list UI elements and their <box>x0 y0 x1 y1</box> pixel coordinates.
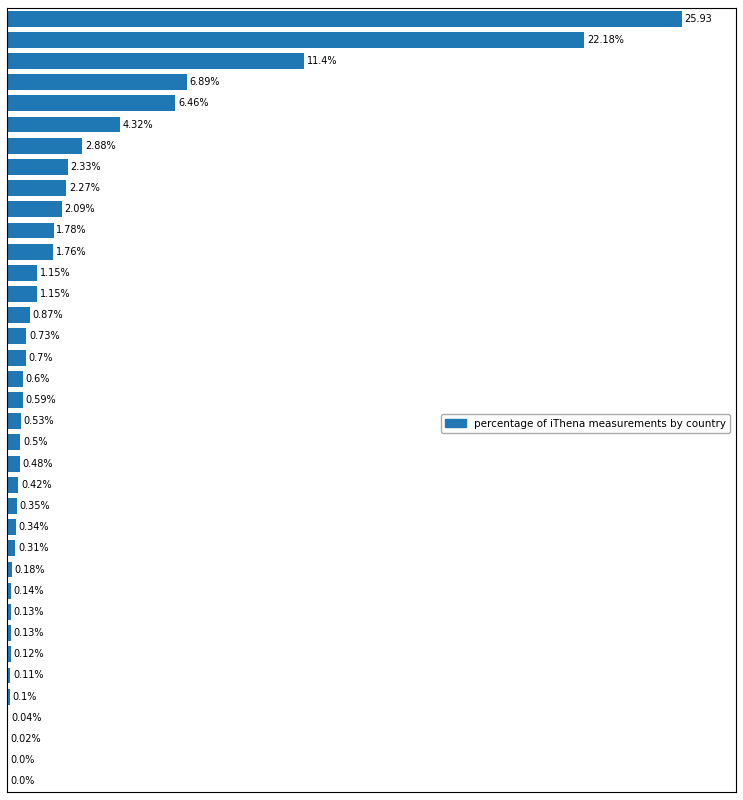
Text: 1.15%: 1.15% <box>40 289 71 299</box>
Bar <box>7 286 37 302</box>
Text: 2.27%: 2.27% <box>69 183 100 193</box>
Text: 0.11%: 0.11% <box>13 670 43 681</box>
Text: 0.12%: 0.12% <box>13 650 44 659</box>
Text: 0.1%: 0.1% <box>13 692 37 702</box>
Text: 2.09%: 2.09% <box>65 204 95 214</box>
Bar <box>7 582 11 598</box>
Text: 1.76%: 1.76% <box>56 246 86 257</box>
Bar <box>7 625 11 641</box>
Text: 0.53%: 0.53% <box>24 416 54 426</box>
Bar <box>7 540 16 556</box>
Bar <box>7 498 16 514</box>
Text: 0.34%: 0.34% <box>19 522 49 532</box>
Bar <box>7 392 23 408</box>
Text: 11.4%: 11.4% <box>307 56 337 66</box>
Bar <box>7 667 10 683</box>
Bar <box>7 710 8 726</box>
Text: 0.35%: 0.35% <box>19 501 50 511</box>
Bar <box>7 689 10 705</box>
Bar <box>7 10 682 26</box>
Text: 2.33%: 2.33% <box>71 162 101 172</box>
Bar <box>7 159 68 175</box>
Bar <box>7 604 11 620</box>
Text: 0.14%: 0.14% <box>13 586 44 596</box>
Text: 22.18%: 22.18% <box>587 34 623 45</box>
Bar <box>7 117 120 133</box>
Text: 0.5%: 0.5% <box>23 438 48 447</box>
Bar <box>7 32 584 48</box>
Bar <box>7 414 22 429</box>
Text: 4.32%: 4.32% <box>123 119 153 130</box>
Text: 1.15%: 1.15% <box>40 268 71 278</box>
Text: 0.18%: 0.18% <box>15 565 45 574</box>
Bar <box>7 138 82 154</box>
Text: 25.93: 25.93 <box>684 14 712 23</box>
Bar <box>7 265 37 281</box>
Bar <box>7 222 53 238</box>
Text: 0.13%: 0.13% <box>13 607 44 617</box>
Bar <box>7 350 25 366</box>
Text: 0.6%: 0.6% <box>25 374 50 384</box>
Text: 0.0%: 0.0% <box>10 777 34 786</box>
Text: 6.46%: 6.46% <box>178 98 209 108</box>
Bar <box>7 53 304 69</box>
Text: 0.48%: 0.48% <box>22 458 53 469</box>
Text: 0.73%: 0.73% <box>29 331 59 342</box>
Text: 1.78%: 1.78% <box>56 226 87 235</box>
Bar <box>7 456 20 471</box>
Bar <box>7 434 21 450</box>
Bar <box>7 371 23 386</box>
Text: 0.59%: 0.59% <box>25 395 56 405</box>
Legend: percentage of iThena measurements by country: percentage of iThena measurements by cou… <box>441 414 730 433</box>
Bar <box>7 244 53 260</box>
Text: 0.7%: 0.7% <box>28 353 53 362</box>
Bar <box>7 477 19 493</box>
Bar <box>7 202 62 218</box>
Bar <box>7 307 30 323</box>
Bar <box>7 329 27 344</box>
Text: 0.02%: 0.02% <box>10 734 41 744</box>
Bar <box>7 95 175 111</box>
Text: 0.31%: 0.31% <box>18 543 48 554</box>
Text: 6.89%: 6.89% <box>189 77 220 87</box>
Text: 2.88%: 2.88% <box>85 141 116 150</box>
Bar <box>7 519 16 535</box>
Text: 0.13%: 0.13% <box>13 628 44 638</box>
Bar <box>7 562 12 578</box>
Text: 0.0%: 0.0% <box>10 755 34 766</box>
Bar <box>7 74 186 90</box>
Text: 0.42%: 0.42% <box>21 480 51 490</box>
Bar <box>7 646 10 662</box>
Text: 0.04%: 0.04% <box>11 713 42 723</box>
Text: 0.87%: 0.87% <box>33 310 63 320</box>
Bar <box>7 180 66 196</box>
